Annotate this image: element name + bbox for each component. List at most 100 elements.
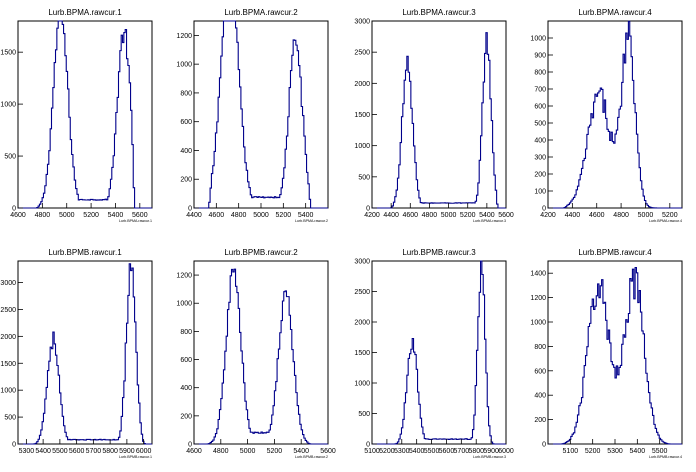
x-tick-label: 5400: [35, 448, 51, 455]
y-tick-label: 1000: [354, 143, 370, 150]
y-tick-label: 800: [180, 329, 192, 336]
x-tick-label: 5100: [364, 448, 380, 455]
x-tick-label: 5800: [102, 448, 118, 455]
y-tick-label: 3000: [0, 280, 16, 287]
x-tick-label: 4200: [540, 212, 556, 219]
y-tick-label: 0: [542, 442, 546, 449]
y-tick-label: 3000: [354, 19, 370, 26]
x-tick-label: 4600: [402, 212, 418, 219]
y-tick-label: 800: [534, 344, 546, 351]
x-tick-label: 4800: [613, 212, 629, 219]
y-tick-label: 2000: [354, 320, 370, 327]
y-tick-label: 0: [188, 442, 192, 449]
x-tick-label: 4600: [186, 448, 202, 455]
y-tick-label: 700: [534, 87, 546, 94]
y-tick-label: 500: [358, 411, 370, 418]
x-tick-label: 4600: [589, 212, 605, 219]
y-tick-label: 400: [534, 138, 546, 145]
y-tick-label: 1200: [176, 273, 192, 280]
y-tick-label: 200: [180, 413, 192, 420]
y-tick-label: 3000: [354, 259, 370, 266]
histogram-series: [194, 268, 328, 445]
y-tick-label: 1200: [176, 33, 192, 40]
y-tick-label: 200: [180, 177, 192, 184]
y-tick-label: 0: [366, 442, 370, 449]
plot-frame: [17, 260, 153, 445]
y-tick-label: 1200: [530, 295, 546, 302]
y-tick-label: 1000: [530, 320, 546, 327]
y-tick-label: 600: [534, 368, 546, 375]
x-tick-label: 4400: [186, 212, 202, 219]
y-tick-label: 2000: [354, 81, 370, 88]
y-tick-label: 1000: [176, 62, 192, 69]
plot-title: Lurb.BPMA.rawcur.4: [578, 8, 652, 17]
histogram-series: [372, 32, 506, 209]
y-tick-label: 600: [180, 119, 192, 126]
x-tick-label: 4800: [231, 212, 247, 219]
plot-frame: [17, 20, 153, 209]
x-tick-label: 4800: [213, 448, 229, 455]
histogram-series: [194, 20, 328, 209]
x-tick-label: 5000: [638, 212, 654, 219]
y-tick-label: 600: [534, 104, 546, 111]
y-tick-label: 0: [12, 206, 16, 213]
x-tick-label: 6000: [136, 448, 152, 455]
x-tick-label: 4600: [209, 212, 225, 219]
plot-frame: [371, 20, 507, 209]
x-axis-label: Lurb.BPMB.rawcur.1: [119, 455, 152, 459]
x-axis-label: Lurb.BPMB.rawcur.3: [473, 455, 506, 459]
x-tick-label: 5200: [267, 448, 283, 455]
x-tick-label: 5700: [454, 448, 470, 455]
x-tick-label: 4400: [383, 212, 399, 219]
y-tick-label: 200: [534, 172, 546, 179]
plot-title: Lurb.BPMB.rawcur.4: [578, 248, 652, 257]
x-tick-label: 5400: [479, 212, 495, 219]
y-tick-label: 1500: [354, 112, 370, 119]
y-tick-label: 1500: [0, 50, 16, 57]
y-tick-label: 400: [180, 385, 192, 392]
y-tick-label: 1000: [176, 301, 192, 308]
y-tick-label: 1000: [530, 36, 546, 43]
plot-title: Lurb.BPMB.rawcur.1: [48, 248, 122, 257]
y-tick-label: 500: [4, 154, 16, 161]
x-tick-label: 5400: [298, 212, 314, 219]
x-tick-label: 5600: [439, 448, 455, 455]
x-tick-label: 4600: [10, 212, 26, 219]
x-tick-label: 5000: [253, 212, 269, 219]
y-tick-label: 0: [12, 442, 16, 449]
x-tick-label: 5200: [585, 448, 601, 455]
y-tick-label: 400: [180, 148, 192, 155]
x-axis-label: Lurb.BPMA.rawcur.1: [119, 219, 152, 223]
histogram-panel: Lurb.BPMB.rawcur.2 0 200 400 600 800 1000 1200 4…: [176, 248, 335, 459]
plot-title: Lurb.BPMA.rawcur.3: [402, 8, 476, 17]
y-tick-label: 2000: [0, 334, 16, 341]
y-tick-label: 1400: [530, 271, 546, 278]
x-tick-label: 5100: [563, 448, 579, 455]
histogram-panel: Lurb.BPMB.rawcur.1 0 500 1000 1500 2000 2500 30…: [0, 248, 153, 459]
y-tick-label: 0: [188, 206, 192, 213]
x-tick-label: 5200: [276, 212, 292, 219]
y-tick-label: 1000: [0, 388, 16, 395]
histogram-panel: Lurb.BPMB.rawcur.3 0 500 1000 1500 2000 2500 30…: [354, 248, 513, 459]
x-tick-label: 5500: [52, 448, 68, 455]
x-tick-label: 5200: [379, 448, 395, 455]
plot-title: Lurb.BPMA.rawcur.1: [48, 8, 122, 17]
x-tick-label: 5300: [394, 448, 410, 455]
x-tick-label: 4800: [35, 212, 51, 219]
y-tick-label: 300: [534, 155, 546, 162]
x-axis-label: Lurb.BPMA.rawcur.3: [473, 219, 506, 223]
x-tick-label: 5800: [468, 448, 484, 455]
x-tick-label: 5400: [630, 448, 646, 455]
x-axis-label: Lurb.BPMA.rawcur.2: [295, 219, 328, 223]
x-tick-label: 5600: [320, 448, 336, 455]
plot-frame: [547, 260, 683, 445]
x-tick-label: 4400: [565, 212, 581, 219]
y-tick-label: 1000: [0, 102, 16, 109]
x-tick-label: 6000: [498, 448, 514, 455]
x-tick-label: 4800: [422, 212, 438, 219]
x-tick-label: 5300: [607, 448, 623, 455]
y-tick-label: 1000: [354, 381, 370, 388]
x-axis-label: Lurb.BPMA.rawcur.4: [649, 219, 682, 223]
plot-frame: [193, 20, 329, 209]
x-tick-label: 5900: [119, 448, 135, 455]
